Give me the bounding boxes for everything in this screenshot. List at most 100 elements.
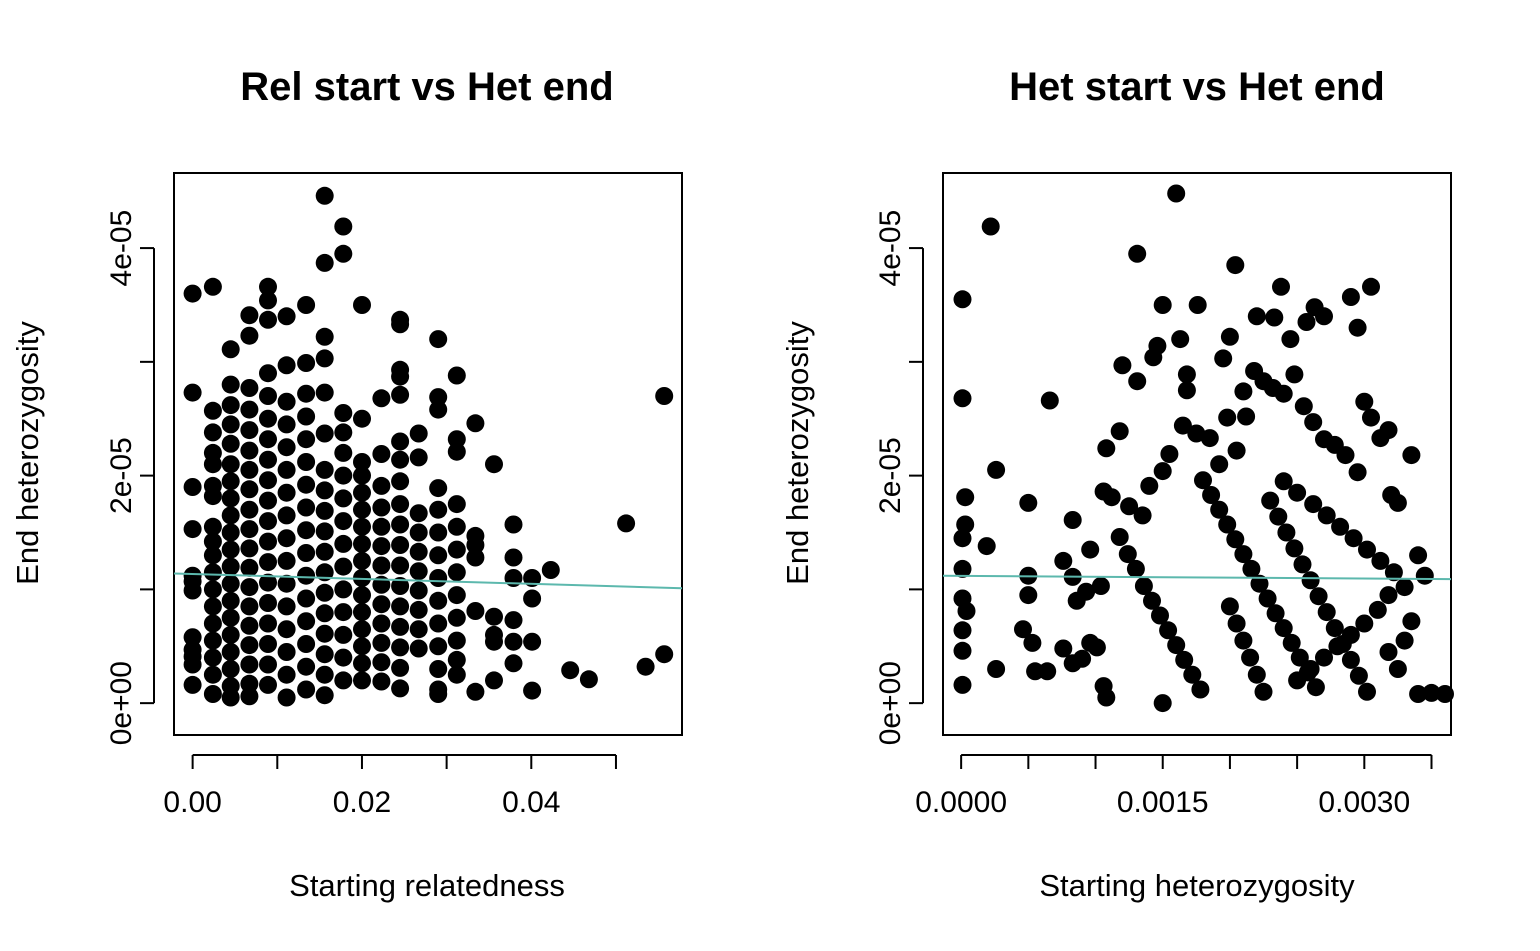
data-point [315, 460, 334, 479]
y-tick-label: 0e+00 [105, 661, 138, 745]
data-point [203, 487, 222, 506]
y-tick-label: 0e+00 [874, 661, 907, 745]
data-point [372, 445, 391, 463]
data-point [315, 349, 334, 368]
data-point [203, 401, 222, 420]
data-point [203, 597, 222, 616]
data-point [240, 421, 259, 440]
data-point [183, 581, 202, 600]
data-point [259, 532, 277, 551]
data-point [1395, 631, 1414, 650]
data-point [1409, 685, 1428, 703]
data-point [1285, 365, 1304, 384]
data-point [1294, 397, 1313, 416]
data-point [1153, 462, 1172, 481]
data-point [221, 574, 240, 593]
data-point [372, 476, 391, 495]
data-point [429, 479, 448, 498]
data-point [1173, 416, 1192, 435]
data-point [277, 483, 296, 502]
data-point [1402, 612, 1421, 631]
data-point [1063, 511, 1082, 529]
data-point [447, 540, 466, 559]
data-point [1341, 625, 1360, 644]
data-point [240, 460, 259, 479]
data-point [1368, 600, 1387, 619]
data-point [183, 675, 202, 694]
data-point [334, 466, 353, 485]
data-point [259, 387, 277, 405]
data-point [1159, 621, 1178, 640]
data-point [297, 354, 316, 372]
data-point [391, 495, 410, 514]
data-point [334, 534, 353, 553]
data-point [1254, 682, 1273, 701]
x-tick-label: 0.04 [502, 786, 560, 819]
data-point [334, 244, 353, 263]
data-point [221, 434, 240, 453]
data-point [1140, 476, 1159, 495]
data-point [1317, 506, 1336, 525]
data-point [655, 387, 674, 405]
data-point [1210, 455, 1229, 474]
data-point [1194, 471, 1212, 490]
data-point [1234, 631, 1253, 650]
data-point [1128, 244, 1147, 263]
data-point [957, 602, 976, 620]
data-point [1247, 665, 1266, 684]
data-point [221, 396, 240, 415]
data-point [1148, 336, 1167, 355]
data-point [391, 315, 410, 334]
data-point [447, 430, 466, 449]
data-point [221, 591, 240, 610]
data-point [221, 489, 240, 508]
data-point [1301, 660, 1320, 678]
data-point [429, 400, 448, 419]
data-point [466, 536, 485, 554]
data-point [953, 389, 972, 408]
x-axis-label: Starting heterozygosity [1039, 868, 1355, 903]
data-point [1274, 384, 1293, 403]
data-point [1409, 546, 1428, 565]
x-tick-label: 0.00 [163, 786, 221, 819]
data-point [240, 441, 259, 460]
data-point [409, 542, 428, 561]
data-point [1315, 648, 1333, 667]
data-point [987, 660, 1006, 678]
x-axis-label: Starting relatedness [289, 868, 565, 903]
data-point [1120, 497, 1139, 516]
data-point [504, 654, 523, 673]
data-point [334, 625, 353, 644]
data-point [277, 460, 296, 479]
data-point [203, 648, 222, 667]
data-point [466, 682, 485, 701]
data-point [240, 379, 259, 397]
data-point [1151, 606, 1169, 625]
data-point [956, 515, 975, 534]
data-point [447, 665, 466, 684]
data-point [504, 548, 523, 567]
data-point [259, 310, 277, 329]
data-point [277, 506, 296, 525]
data-point [353, 637, 371, 656]
data-point [353, 466, 371, 485]
data-point [1415, 566, 1434, 585]
data-point [1274, 619, 1293, 638]
data-point [353, 483, 371, 502]
data-point [203, 423, 222, 442]
data-point [953, 641, 972, 660]
data-point [1282, 633, 1301, 652]
data-point [1143, 591, 1161, 610]
data-point [297, 680, 316, 699]
data-point [523, 681, 542, 700]
data-point [391, 556, 410, 575]
data-point [1133, 506, 1152, 525]
data-point [1200, 429, 1219, 448]
data-point [315, 645, 334, 664]
data-point [334, 489, 353, 508]
data-point [1349, 666, 1368, 685]
data-point [429, 330, 448, 349]
data-point [221, 608, 240, 627]
data-point [1023, 633, 1042, 652]
data-points [183, 186, 674, 707]
